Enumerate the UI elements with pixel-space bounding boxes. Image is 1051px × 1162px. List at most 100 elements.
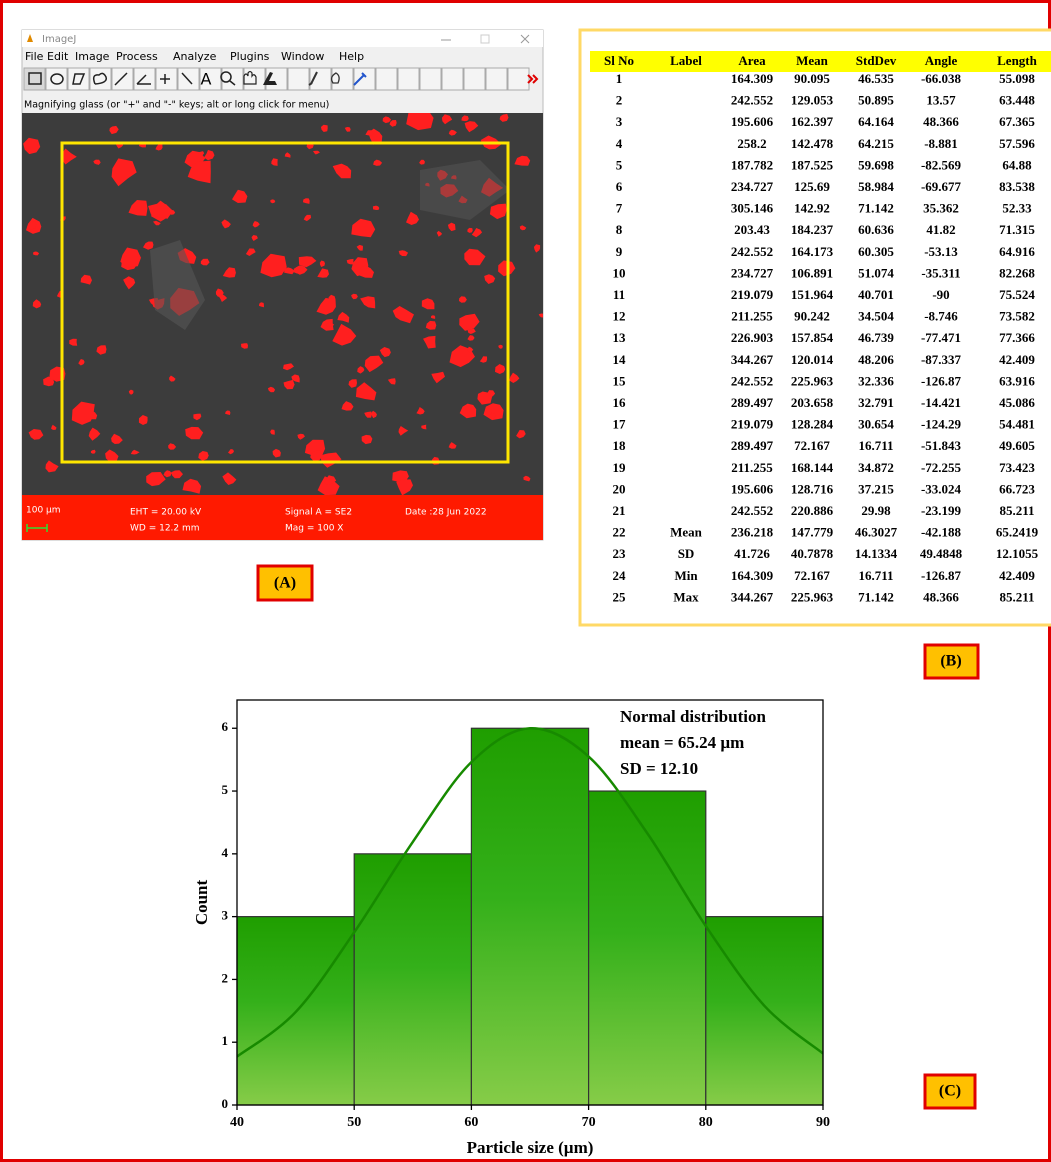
table-cell: Min	[674, 568, 698, 583]
tool-button[interactable]	[354, 68, 375, 90]
table-cell: 24	[613, 568, 627, 583]
table-cell: -35.311	[921, 265, 960, 280]
status-text: Magnifying glass (or "+" and "-" keys; a…	[24, 100, 329, 111]
tool-button[interactable]	[24, 68, 45, 90]
table-cell: 21	[613, 503, 626, 518]
histogram-bar	[354, 854, 471, 1105]
table-cell: 60.305	[858, 244, 894, 259]
table-cell: 225.963	[791, 589, 834, 604]
table-cell: 344.267	[731, 352, 774, 367]
table-cell: -66.038	[921, 71, 962, 86]
x-axis-title: Particle size (µm)	[467, 1138, 594, 1157]
table-header-cell: Sl No	[604, 53, 634, 68]
table-cell: 164.309	[731, 71, 774, 86]
tool-button[interactable]	[46, 68, 67, 90]
table-cell: 219.079	[731, 287, 774, 302]
tool-button[interactable]	[398, 68, 419, 90]
table-cell: 30.654	[858, 417, 894, 432]
table-cell: 50.895	[858, 93, 894, 108]
table-cell: 106.891	[791, 265, 833, 280]
table-cell: 195.606	[731, 114, 774, 129]
table-cell: -53.13	[924, 244, 958, 259]
menu-item[interactable]: Window	[281, 50, 324, 63]
x-tick-label: 90	[816, 1115, 830, 1130]
table-cell: 234.727	[731, 265, 774, 280]
tool-button[interactable]	[178, 68, 199, 90]
tool-button[interactable]	[68, 68, 89, 90]
table-cell: -42.188	[921, 525, 962, 540]
menu-item[interactable]: Image	[75, 50, 110, 63]
tool-button[interactable]	[288, 68, 309, 90]
table-cell: 242.552	[731, 93, 773, 108]
table-cell: 49.605	[999, 438, 1035, 453]
tool-button[interactable]	[508, 68, 529, 90]
menu-item[interactable]: File	[25, 50, 44, 63]
x-tick-label: 60	[464, 1115, 478, 1130]
table-cell: 57.596	[999, 136, 1035, 151]
table-cell: 164.309	[731, 568, 774, 583]
table-cell: 4	[616, 136, 623, 151]
table-header-cell: Area	[738, 53, 766, 68]
table-cell: 64.215	[858, 136, 894, 151]
table-cell: -126.87	[921, 568, 962, 583]
tool-button[interactable]	[486, 68, 507, 90]
table-cell: 226.903	[731, 330, 774, 345]
tool-button[interactable]	[420, 68, 441, 90]
table-cell: Max	[673, 589, 699, 604]
table-cell: 10	[613, 265, 626, 280]
table-cell: 142.92	[794, 201, 830, 216]
tool-button[interactable]	[112, 68, 133, 90]
y-tick-label: 5	[222, 782, 229, 797]
menu-item[interactable]: Plugins	[230, 50, 270, 63]
table-cell: 16.711	[858, 438, 893, 453]
menu-item[interactable]: Help	[339, 50, 364, 63]
tool-button[interactable]	[134, 68, 155, 90]
tool-button[interactable]	[464, 68, 485, 90]
table-cell: 151.964	[791, 287, 834, 302]
menu-item[interactable]: Edit	[47, 50, 69, 63]
table-cell: 162.397	[791, 114, 834, 129]
table-cell: 203.43	[734, 222, 770, 237]
tool-button[interactable]	[376, 68, 397, 90]
table-cell: 29.98	[861, 503, 891, 518]
table-cell: 77.366	[999, 330, 1035, 345]
tool-button[interactable]	[332, 68, 353, 90]
tool-button[interactable]	[442, 68, 463, 90]
panel-label: (B)	[940, 653, 961, 670]
tool-button[interactable]	[222, 68, 243, 90]
table-cell: 142.478	[791, 136, 834, 151]
wd-label: WD = 12.2 mm	[130, 524, 200, 534]
table-cell: 211.255	[731, 309, 773, 324]
table-cell: 46.739	[858, 330, 894, 345]
x-tick-label: 50	[347, 1115, 361, 1130]
table-cell: 289.497	[731, 438, 774, 453]
signal-label: Signal A = SE2	[285, 508, 352, 518]
table-cell: -14.421	[921, 395, 961, 410]
table-cell: -82.569	[921, 157, 962, 172]
menu-item[interactable]: Process	[116, 50, 158, 63]
table-cell: -90	[932, 287, 949, 302]
table-cell: -124.29	[921, 417, 962, 432]
menu-item[interactable]: Analyze	[173, 50, 217, 63]
table-cell: 90.242	[794, 309, 830, 324]
table-cell: 187.782	[731, 157, 773, 172]
table-cell: 55.098	[999, 71, 1035, 86]
table-cell: 16.711	[858, 568, 893, 583]
table-cell: 32.791	[858, 395, 894, 410]
table-cell: -33.024	[921, 481, 962, 496]
table-cell: 64.88	[1002, 157, 1032, 172]
table-cell: 187.525	[791, 157, 834, 172]
x-tick-label: 40	[230, 1115, 244, 1130]
table-cell: 147.779	[791, 525, 834, 540]
table-cell: 73.582	[999, 309, 1035, 324]
table-cell: 16	[613, 395, 627, 410]
table-cell: 2	[616, 93, 623, 108]
table-cell: 164.173	[791, 244, 834, 259]
table-cell: -51.843	[921, 438, 962, 453]
table-cell: -77.471	[921, 330, 961, 345]
table-cell: 72.167	[794, 438, 830, 453]
tool-button[interactable]	[244, 68, 265, 90]
info-bar	[22, 495, 543, 540]
table-cell: 18	[613, 438, 627, 453]
y-tick-label: 4	[222, 845, 229, 860]
